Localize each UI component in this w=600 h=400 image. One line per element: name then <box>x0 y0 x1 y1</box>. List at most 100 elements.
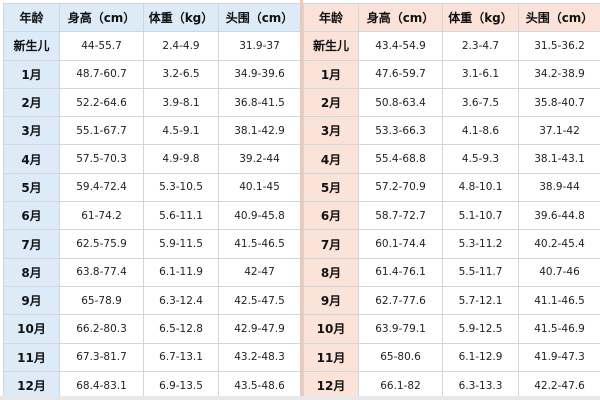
height-cell: 57.2-70.9 <box>358 172 443 203</box>
girls-table-body: 新生儿 43.4-54.9 2.3-4.7 31.5-36.2 1月 47.6-59.7 3… <box>303 31 600 400</box>
height-cell: 58.7-72.7 <box>358 201 443 231</box>
head-circumference-cell: 38.1-42.9 <box>218 116 301 146</box>
age-cell: 新生儿 <box>303 31 359 61</box>
age-cell: 1月 <box>3 59 60 89</box>
table-row: 6月 58.7-72.7 5.1-10.7 39.6-44.8 <box>303 201 600 231</box>
weight-cell: 6.1-11.9 <box>143 257 219 287</box>
table-row: 2月 52.2-64.6 3.9-8.1 36.8-41.5 <box>3 87 301 118</box>
height-cell: 60.1-74.4 <box>358 229 443 259</box>
table-row: 4月 57.5-70.3 4.9-9.8 39.2-44 <box>3 144 301 174</box>
head-circumference-cell: 40.2-45.4 <box>518 229 600 259</box>
weight-cell: 6.3-12.4 <box>143 285 219 316</box>
table-row: 11月 67.3-81.7 6.7-13.1 43.2-48.3 <box>3 342 301 372</box>
weight-cell: 5.5-11.7 <box>442 257 519 287</box>
table-row: 2月 50.8-63.4 3.6-7.5 35.8-40.7 <box>303 87 600 118</box>
age-cell: 10月 <box>303 314 359 344</box>
height-cell: 63.8-77.4 <box>59 257 144 287</box>
height-cell: 61.4-76.1 <box>358 257 443 287</box>
header-weight: 体重（kg） <box>143 2 219 33</box>
age-cell: 8月 <box>303 257 359 287</box>
table-row: 3月 55.1-67.7 4.5-9.1 38.1-42.9 <box>3 116 301 146</box>
height-cell: 66.1-82 <box>358 370 443 400</box>
height-cell: 57.5-70.3 <box>59 144 144 174</box>
head-circumference-cell: 37.1-42 <box>518 116 600 146</box>
age-cell: 7月 <box>3 229 60 259</box>
weight-cell: 4.5-9.3 <box>442 144 519 174</box>
height-cell: 68.4-83.1 <box>59 370 144 400</box>
weight-cell: 5.7-12.1 <box>442 285 519 316</box>
age-cell: 12月 <box>303 370 359 400</box>
weight-cell: 6.7-13.1 <box>143 342 219 372</box>
age-cell: 2月 <box>303 87 359 118</box>
table-header-row: 年龄 身高（cm） 体重（kg） 头围（cm） <box>303 2 600 33</box>
weight-cell: 5.9-12.5 <box>442 314 519 344</box>
age-cell: 11月 <box>303 342 359 372</box>
age-cell: 4月 <box>303 144 359 174</box>
height-cell: 44-55.7 <box>59 31 144 61</box>
height-cell: 63.9-79.1 <box>358 314 443 344</box>
height-cell: 65-80.6 <box>358 342 443 372</box>
head-circumference-cell: 34.2-38.9 <box>518 59 600 89</box>
head-circumference-cell: 40.9-45.8 <box>218 201 301 231</box>
table-row: 8月 63.8-77.4 6.1-11.9 42-47 <box>3 257 301 287</box>
head-circumference-cell: 42.9-47.9 <box>218 314 301 344</box>
table-divider <box>300 0 303 400</box>
weight-cell: 6.9-13.5 <box>143 370 219 400</box>
age-cell: 1月 <box>303 59 359 89</box>
table-row: 10月 66.2-80.3 6.5-12.8 42.9-47.9 <box>3 314 301 344</box>
head-circumference-cell: 40.1-45 <box>218 172 301 203</box>
boys-table-body: 新生儿 44-55.7 2.4-4.9 31.9-37 1月 48.7-60.7 3.2-6… <box>3 31 301 400</box>
weight-cell: 6.3-13.3 <box>442 370 519 400</box>
table-row: 6月 61-74.2 5.6-11.1 40.9-45.8 <box>3 201 301 231</box>
table-row: 新生儿 44-55.7 2.4-4.9 31.9-37 <box>3 31 301 61</box>
age-cell: 11月 <box>3 342 60 372</box>
weight-cell: 5.6-11.1 <box>143 201 219 231</box>
height-cell: 48.7-60.7 <box>59 59 144 89</box>
head-circumference-cell: 41.5-46.5 <box>218 229 301 259</box>
height-cell: 52.2-64.6 <box>59 87 144 118</box>
header-head-circumference: 头围（cm） <box>518 2 600 33</box>
height-cell: 62.5-75.9 <box>59 229 144 259</box>
head-circumference-cell: 39.6-44.8 <box>518 201 600 231</box>
age-cell: 6月 <box>303 201 359 231</box>
table-row: 10月 63.9-79.1 5.9-12.5 41.5-46.9 <box>303 314 600 344</box>
head-circumference-cell: 41.9-47.3 <box>518 342 600 372</box>
height-cell: 67.3-81.7 <box>59 342 144 372</box>
height-cell: 66.2-80.3 <box>59 314 144 344</box>
height-cell: 59.4-72.4 <box>59 172 144 203</box>
age-cell: 8月 <box>3 257 60 287</box>
head-circumference-cell: 31.5-36.2 <box>518 31 600 61</box>
height-cell: 47.6-59.7 <box>358 59 443 89</box>
table-row: 1月 48.7-60.7 3.2-6.5 34.9-39.6 <box>3 59 301 89</box>
weight-cell: 3.6-7.5 <box>442 87 519 118</box>
table-row: 新生儿 43.4-54.9 2.3-4.7 31.5-36.2 <box>303 31 600 61</box>
age-cell: 5月 <box>3 172 60 203</box>
height-cell: 43.4-54.9 <box>358 31 443 61</box>
age-cell: 3月 <box>3 116 60 146</box>
head-circumference-cell: 40.7-46 <box>518 257 600 287</box>
header-height: 身高（cm） <box>59 2 144 33</box>
weight-cell: 4.9-9.8 <box>143 144 219 174</box>
head-circumference-cell: 42-47 <box>218 257 301 287</box>
table-header-row: 年龄 身高（cm） 体重（kg） 头围（cm） <box>3 2 301 33</box>
age-cell: 新生儿 <box>3 31 60 61</box>
age-cell: 7月 <box>303 229 359 259</box>
height-cell: 50.8-63.4 <box>358 87 443 118</box>
weight-cell: 2.4-4.9 <box>143 31 219 61</box>
table-row: 7月 62.5-75.9 5.9-11.5 41.5-46.5 <box>3 229 301 259</box>
age-cell: 3月 <box>303 116 359 146</box>
table-row: 9月 62.7-77.6 5.7-12.1 41.1-46.5 <box>303 285 600 316</box>
age-cell: 6月 <box>3 201 60 231</box>
header-age: 年龄 <box>3 2 60 33</box>
table-row: 4月 55.4-68.8 4.5-9.3 38.1-43.1 <box>303 144 600 174</box>
table-row: 3月 53.3-66.3 4.1-8.6 37.1-42 <box>303 116 600 146</box>
weight-cell: 6.5-12.8 <box>143 314 219 344</box>
age-cell: 9月 <box>303 285 359 316</box>
head-circumference-cell: 41.5-46.9 <box>518 314 600 344</box>
age-cell: 5月 <box>303 172 359 203</box>
header-age: 年龄 <box>303 2 359 33</box>
head-circumference-cell: 42.2-47.6 <box>518 370 600 400</box>
weight-cell: 4.1-8.6 <box>442 116 519 146</box>
height-cell: 61-74.2 <box>59 201 144 231</box>
